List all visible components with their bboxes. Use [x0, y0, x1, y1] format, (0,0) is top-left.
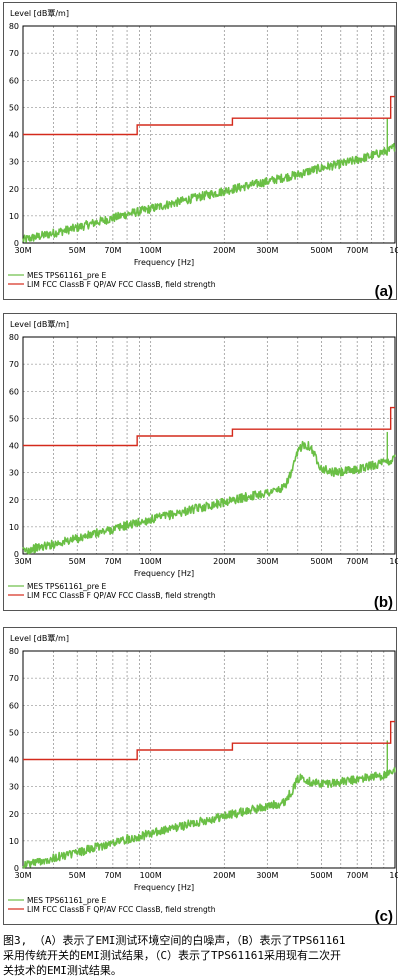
chart-panel-b: 0 10 20 30 40 50 60 70 80 30M 50M 70M 100M 200M 300M 50… [3, 313, 398, 611]
emi-chart-a: 0 10 20 30 40 50 60 70 80 30M 50M 70M 100M 200M 300M 50… [8, 9, 398, 300]
legend-label-limit: LIM FCC ClassB F QP/AV FCC ClassB, field… [27, 280, 216, 289]
y-tick-label: 60 [9, 701, 19, 710]
x-tick-label: 200M [213, 871, 235, 880]
x-tick-label: 700M [346, 246, 368, 255]
x-tick-label: 300M [256, 557, 278, 566]
x-tick-label: 100M [140, 871, 162, 880]
x-tick-label: 100M [140, 557, 162, 566]
y-tick-label: 10 [9, 212, 19, 221]
legend-label-limit: LIM FCC ClassB F QP/AV FCC ClassB, field… [27, 591, 216, 600]
y-tick-label: 30 [9, 783, 19, 792]
x-tick-label: 1G [389, 557, 398, 566]
y-tick-label: 80 [9, 647, 19, 656]
x-tick-label: 70M [104, 871, 121, 880]
caption-line-1: 图3, （A）表示了EMI测试环境空间的白噪声，（B）表示了TPS61161 [3, 934, 346, 947]
y-tick-label: 20 [9, 496, 19, 505]
panel-label: (b) [374, 594, 393, 611]
emi-chart-c: 0 10 20 30 40 50 60 70 80 30M 50M 70M 100M 200M 300M 50… [8, 634, 398, 925]
y-axis-label: Level [dB覃/m] [10, 634, 69, 643]
x-tick-label: 500M [310, 871, 332, 880]
y-tick-label: 40 [9, 442, 19, 451]
x-axis-label: Frequency [Hz] [134, 883, 194, 892]
y-tick-label: 30 [9, 158, 19, 167]
x-tick-label: 200M [213, 246, 235, 255]
x-tick-label: 700M [346, 557, 368, 566]
y-tick-label: 50 [9, 103, 19, 112]
y-tick-label: 0 [14, 864, 19, 873]
y-tick-label: 10 [9, 523, 19, 532]
y-tick-label: 30 [9, 469, 19, 478]
x-tick-label: 1G [389, 246, 398, 255]
legend-label-measurement: MES TPS61161_pre E [27, 896, 107, 905]
x-tick-label: 500M [310, 557, 332, 566]
y-tick-label: 70 [9, 49, 19, 58]
y-axis-label: Level [dB覃/m] [10, 320, 69, 329]
y-tick-label: 20 [9, 185, 19, 194]
y-tick-label: 70 [9, 360, 19, 369]
x-tick-label: 300M [256, 246, 278, 255]
series-limit-line [23, 95, 395, 136]
y-tick-label: 60 [9, 387, 19, 396]
y-tick-label: 60 [9, 76, 19, 85]
legend-label-measurement: MES TPS61161_pre E [27, 271, 107, 280]
x-tick-label: 100M [140, 246, 162, 255]
panel-label: (c) [375, 908, 393, 925]
x-axis-label: Frequency [Hz] [134, 258, 194, 267]
legend-label-limit: LIM FCC ClassB F QP/AV FCC ClassB, field… [27, 905, 216, 914]
y-tick-label: 40 [9, 131, 19, 140]
x-tick-label: 1G [389, 871, 398, 880]
x-axis-label: Frequency [Hz] [134, 569, 194, 578]
panel-label: (a) [375, 283, 393, 300]
series-measurement-line [22, 440, 396, 555]
caption-line-3: 关技术的EMI测试结果。 [3, 964, 122, 977]
y-tick-label: 10 [9, 837, 19, 846]
x-tick-label: 700M [346, 871, 368, 880]
y-axis-label: Level [dB覃/m] [10, 9, 69, 18]
x-tick-label: 50M [69, 557, 86, 566]
y-tick-label: 0 [14, 239, 19, 248]
x-tick-label: 50M [69, 246, 86, 255]
y-tick-label: 40 [9, 756, 19, 765]
caption-line-2: 采用传统开关的EMI测试结果，（C）表示了TPS61161采用现有二次开 [3, 949, 341, 962]
figure-caption: 图3, （A）表示了EMI测试环境空间的白噪声，（B）表示了TPS61161 采… [3, 933, 397, 978]
y-tick-label: 50 [9, 414, 19, 423]
x-tick-label: 30M [14, 871, 31, 880]
series-limit-line [23, 406, 395, 447]
y-tick-label: 70 [9, 674, 19, 683]
x-tick-label: 70M [104, 246, 121, 255]
x-tick-label: 50M [69, 871, 86, 880]
emi-chart-b: 0 10 20 30 40 50 60 70 80 30M 50M 70M 100M 200M 300M 50… [8, 320, 398, 611]
y-tick-label: 80 [9, 22, 19, 31]
x-tick-label: 30M [14, 246, 31, 255]
series-measurement-line [22, 766, 396, 869]
series-measurement-line [22, 142, 396, 243]
y-tick-label: 0 [14, 550, 19, 559]
x-tick-label: 300M [256, 871, 278, 880]
y-tick-label: 50 [9, 728, 19, 737]
x-tick-label: 500M [310, 246, 332, 255]
chart-panel-c: 0 10 20 30 40 50 60 70 80 30M 50M 70M 100M 200M 300M 50… [3, 627, 398, 925]
x-tick-label: 70M [104, 557, 121, 566]
y-tick-label: 20 [9, 810, 19, 819]
series-limit-line [23, 720, 395, 761]
x-tick-label: 200M [213, 557, 235, 566]
y-tick-label: 80 [9, 333, 19, 342]
x-tick-label: 30M [14, 557, 31, 566]
legend-label-measurement: MES TPS61161_pre E [27, 582, 107, 591]
chart-panel-a: 0 10 20 30 40 50 60 70 80 30M 50M 70M 100M 200M 300M 50… [3, 2, 398, 300]
